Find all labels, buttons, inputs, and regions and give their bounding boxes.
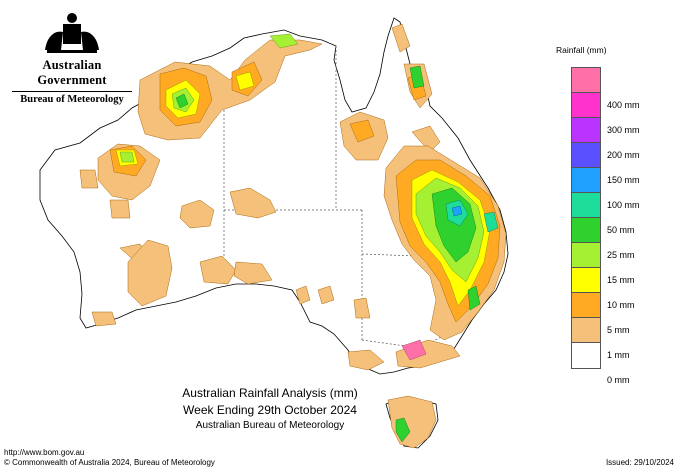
legend-swatch bbox=[572, 243, 600, 268]
legend-swatch bbox=[572, 268, 600, 293]
legend-label: 300 mm bbox=[607, 124, 640, 135]
legend-label: 10 mm bbox=[607, 299, 635, 310]
map-period: Week Ending 29th October 2024 bbox=[183, 403, 357, 417]
legend-label: 1 mm bbox=[607, 349, 630, 360]
rain-400plus bbox=[401, 339, 427, 361]
rain-100-150mm bbox=[451, 205, 463, 217]
coat-of-arms-icon bbox=[45, 13, 99, 53]
legend-label: 15 mm bbox=[607, 274, 635, 285]
legend-swatch bbox=[572, 118, 600, 143]
logo-divider bbox=[12, 91, 132, 92]
legend-swatch bbox=[572, 343, 600, 368]
legend-swatch bbox=[572, 143, 600, 168]
copyright-text: © Commonwealth of Australia 2024, Bureau… bbox=[4, 458, 215, 467]
legend-colorbar bbox=[571, 67, 601, 369]
issued-date: Issued: 29/10/2024 bbox=[605, 458, 674, 467]
government-name: Australian Government bbox=[37, 58, 107, 87]
legend-label: 5 mm bbox=[607, 324, 630, 335]
legend-label: 50 mm bbox=[607, 224, 635, 235]
map-title: Australian Rainfall Analysis (mm) bbox=[182, 386, 358, 400]
legend-swatch bbox=[572, 218, 600, 243]
legend-swatch bbox=[572, 93, 600, 118]
legend-label: 400 mm bbox=[607, 99, 640, 110]
map-source: Australian Bureau of Meteorology bbox=[195, 420, 345, 431]
legend-title: Rainfall (mm) bbox=[556, 45, 607, 55]
legend-label: 100 mm bbox=[607, 199, 640, 210]
bureau-name: Bureau of Meteorology bbox=[20, 94, 124, 105]
legend-swatch bbox=[572, 318, 600, 343]
legend-swatch bbox=[572, 293, 600, 318]
legend-swatch bbox=[572, 68, 600, 93]
map-title-block: Australian Rainfall Analysis (mm) Week E… bbox=[120, 386, 420, 431]
website-link[interactable]: http://www.bom.gov.au bbox=[4, 448, 85, 457]
legend-label: 25 mm bbox=[607, 249, 635, 260]
legend-label: 200 mm bbox=[607, 149, 640, 160]
legend-swatch bbox=[572, 168, 600, 193]
legend-swatch bbox=[572, 193, 600, 218]
government-logo: Australian Government Bureau of Meteorol… bbox=[8, 10, 136, 105]
rain-25-50mm bbox=[175, 65, 481, 443]
legend-label: 150 mm bbox=[607, 174, 640, 185]
legend-label: 0 mm bbox=[607, 374, 630, 385]
